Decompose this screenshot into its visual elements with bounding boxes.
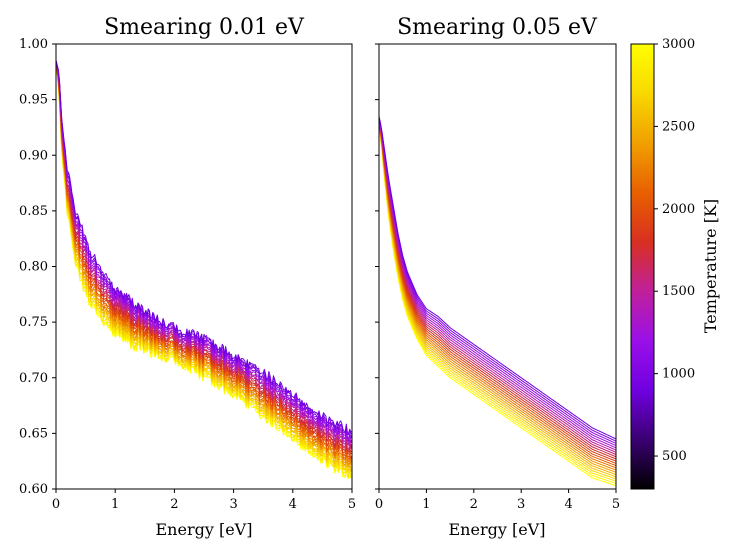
right-series-line-1200K — [379, 117, 616, 447]
right-series-line-1100K — [379, 117, 616, 444]
right-panel: Smearing 0.05 eV 0 1 2 3 4 5 Energy [eV] — [375, 15, 620, 539]
left-series-line-1800K — [56, 60, 352, 453]
left-series-line-1600K — [56, 60, 352, 450]
left-series-line-1500K — [56, 60, 352, 447]
left-y-tick-label: 0.75 — [19, 315, 48, 330]
right-series-line-2300K — [379, 123, 616, 471]
left-x-tick-label: 0 — [52, 497, 60, 512]
right-series-line-2800K — [379, 126, 616, 482]
left-curves — [56, 60, 352, 479]
right-y-ticks — [375, 43, 379, 490]
right-x-tick-label: 4 — [564, 497, 572, 512]
right-series-line-2400K — [379, 124, 616, 473]
left-series-line-1400K — [56, 60, 352, 445]
right-x-tick-label: 5 — [612, 497, 620, 512]
left-y-tick-label: 0.65 — [19, 426, 48, 441]
right-curves — [379, 116, 616, 487]
left-x-tick-label: 5 — [348, 497, 356, 512]
right-series-line-2900K — [379, 126, 616, 484]
colorbar-ticks: 500 1000 1500 2000 2500 3000 — [654, 37, 695, 464]
left-y-tick-label: 0.95 — [19, 93, 48, 108]
colorbar-gradient — [631, 44, 654, 489]
right-series-line-900K — [379, 116, 616, 440]
left-x-ticks: 0 1 2 3 4 5 — [52, 489, 356, 512]
left-y-tick-label: 0.80 — [19, 260, 48, 275]
right-series-line-1900K — [379, 121, 616, 462]
right-series-line-1800K — [379, 120, 616, 460]
right-panel-title: Smearing 0.05 eV — [397, 15, 598, 40]
right-series-line-1500K — [379, 119, 616, 453]
left-series-line-1000K — [56, 60, 352, 436]
left-x-tick-label: 3 — [229, 497, 237, 512]
left-series-line-2200K — [56, 60, 352, 463]
right-series-line-2500K — [379, 124, 616, 476]
left-series-line-1700K — [56, 60, 352, 452]
right-x-tick-label: 2 — [470, 497, 478, 512]
right-series-line-2000K — [379, 122, 616, 464]
left-series-line-1200K — [56, 60, 352, 441]
left-series-line-2100K — [56, 60, 352, 460]
left-y-tick-label: 0.70 — [19, 371, 48, 386]
left-series-line-900K — [56, 60, 352, 434]
right-series-line-1400K — [379, 118, 616, 451]
left-series-line-1100K — [56, 60, 352, 439]
left-y-tick-label: 0.60 — [19, 482, 48, 497]
colorbar-tick-label: 1000 — [662, 367, 695, 382]
right-series-line-1000K — [379, 116, 616, 442]
left-y-tick-label: 1.00 — [19, 37, 48, 52]
left-x-axis-label: Energy [eV] — [156, 520, 253, 539]
colorbar-tick-label: 2000 — [662, 202, 695, 217]
left-y-ticks: 0.60 0.65 0.70 0.75 0.80 0.85 0.90 0.95 1.00 — [19, 37, 56, 497]
right-series-line-1600K — [379, 119, 616, 455]
colorbar-tick-label: 2500 — [662, 119, 695, 134]
left-y-tick-label: 0.85 — [19, 204, 48, 219]
left-panel-title: Smearing 0.01 eV — [104, 15, 305, 40]
left-series-line-2000K — [56, 60, 352, 458]
right-series-line-2600K — [379, 125, 616, 478]
right-x-tick-label: 0 — [375, 497, 383, 512]
colorbar-tick-label: 1500 — [662, 284, 695, 299]
colorbar-label: Temperature [K] — [701, 199, 720, 333]
colorbar-tick-label: 3000 — [662, 37, 695, 52]
left-series-line-1900K — [56, 60, 352, 455]
right-series-line-2200K — [379, 123, 616, 469]
colorbar-tick-label: 500 — [662, 449, 687, 464]
right-series-line-1300K — [379, 118, 616, 449]
right-series-line-1700K — [379, 120, 616, 458]
right-series-line-2100K — [379, 122, 616, 467]
left-series-line-2300K — [56, 60, 352, 466]
right-x-tick-label: 3 — [517, 497, 525, 512]
right-x-ticks: 0 1 2 3 4 5 — [375, 489, 620, 512]
right-x-axis-label: Energy [eV] — [449, 520, 546, 539]
right-x-tick-label: 1 — [422, 497, 430, 512]
left-series-line-1300K — [56, 60, 352, 443]
left-panel: Smearing 0.01 eV 0 1 2 3 4 5 0.60 0.65 0.70 0.75… — [19, 15, 356, 539]
left-x-tick-label: 4 — [289, 497, 297, 512]
right-series-line-3000K — [379, 127, 616, 487]
left-x-tick-label: 2 — [170, 497, 178, 512]
left-x-tick-label: 1 — [111, 497, 119, 512]
right-series-line-2700K — [379, 125, 616, 480]
colorbar: 500 1000 1500 2000 2500 3000 Temperature [K] — [630, 37, 720, 490]
left-y-tick-label: 0.90 — [19, 148, 48, 163]
colorbar-frame — [630, 43, 655, 490]
